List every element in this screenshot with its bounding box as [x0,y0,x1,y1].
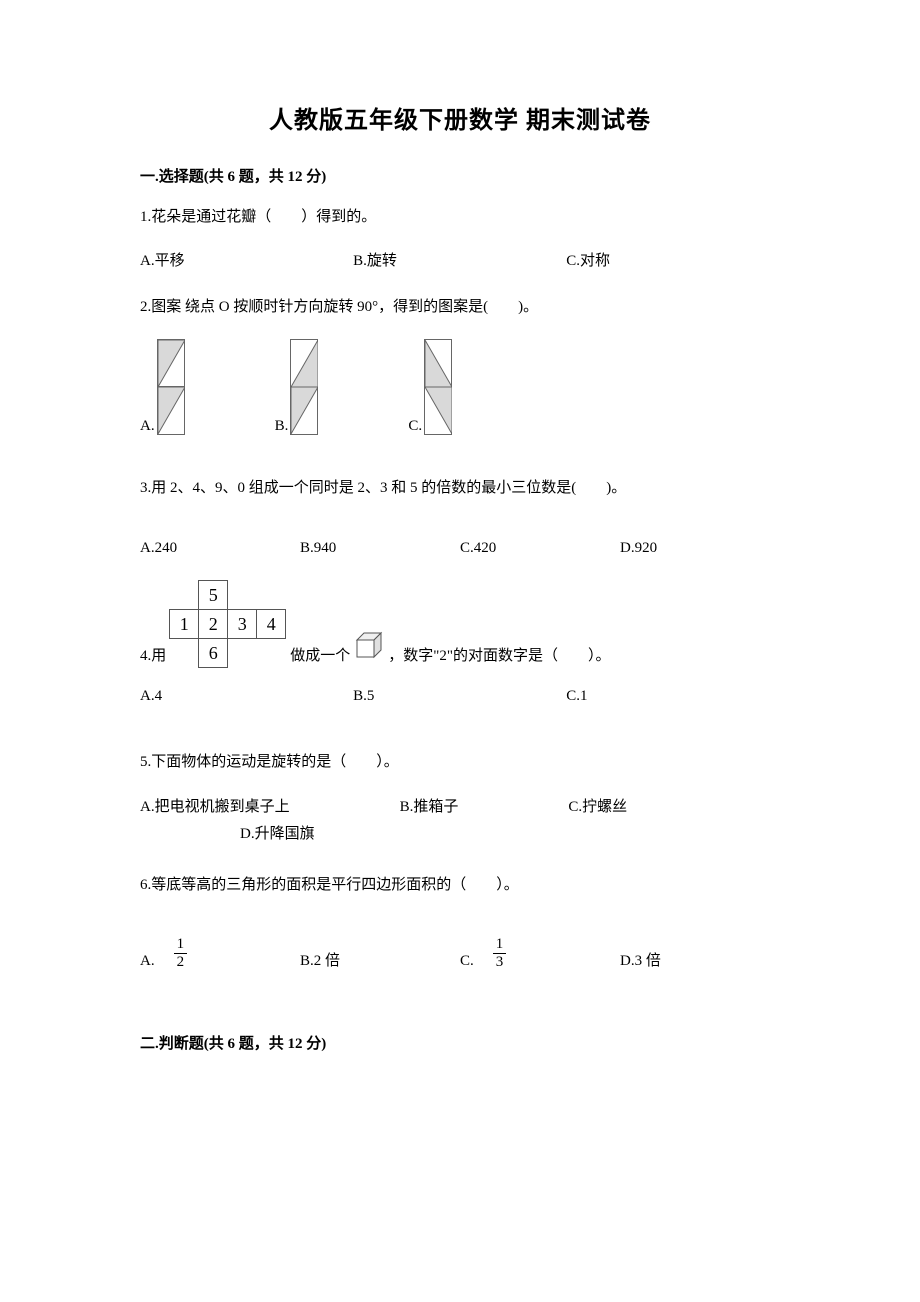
q5-options: A.把电视机搬到桌子上 B.推箱子 C.拧螺丝 D.升降国旗 [140,794,780,848]
q2-c-label: C. [408,418,422,435]
frac-den: 2 [174,953,188,970]
q2-a-figure [157,339,185,435]
q5-option-b: B.推箱子 [400,794,459,821]
q1-option-c: C.对称 [566,249,779,270]
q4-option-b: B.5 [353,688,566,705]
q2-text: 2.图案 绕点 O 按顺时针方向旋转 90°，得到的图案是( )。 [140,294,780,321]
q4-prefix: 4.用 [140,644,166,668]
fraction-icon: 1 3 [493,937,507,970]
q2-option-a: A. [140,339,185,435]
triangle-icon [291,340,318,387]
section-1-header: 一.选择题(共 6 题，共 12 分) [140,165,780,186]
q4-mid2: ，数字"2"的对面数字是（ ）。 [388,644,610,668]
net-cell-top: 5 [198,580,228,610]
cube-icon [354,630,384,668]
triangle-icon [291,387,318,434]
q1-text: 1.花朵是通过花瓣（ ）得到的。 [140,204,780,231]
net-cell-4: 4 [256,609,286,639]
q4-mid1: 做成一个 [290,644,350,668]
q4-option-a: A.4 [140,688,353,705]
frac-den: 3 [493,953,507,970]
q5-text: 5.下面物体的运动是旋转的是（ ）。 [140,749,780,776]
triangle-icon [158,387,185,434]
section-2-header: 二.判断题(共 6 题，共 12 分) [140,1032,780,1053]
q4-text: 4.用 5 1 2 3 4 6 做成一个 ，数字"2"的对面数字是（ ）。 [140,581,780,668]
q2-b-figure [290,339,318,435]
q2-options: A. B. [140,339,780,435]
cube-net-figure: 5 1 2 3 4 6 [170,581,286,668]
frac-num: 1 [174,937,188,953]
q3-option-d: D.920 [620,540,780,557]
net-cell-bottom: 6 [198,638,228,668]
q5-option-c: C.拧螺丝 [568,794,627,821]
q6-options: A. 1 2 B.2 倍 C. 1 3 D.3 倍 [140,937,780,970]
q5-option-d: D.升降国旗 [240,821,315,848]
q1-option-a: A.平移 [140,249,353,270]
q5-option-a: A.把电视机搬到桌子上 [140,794,290,821]
page-title: 人教版五年级下册数学 期末测试卷 [140,100,780,135]
q4-option-c: C.1 [566,688,779,705]
q3-text: 3.用 2、4、9、0 组成一个同时是 2、3 和 5 的倍数的最小三位数是( … [140,475,780,502]
q1-option-b: B.旋转 [353,249,566,270]
q2-c-figure [424,339,452,435]
q6-a-label: A. [140,949,170,970]
q6-option-d: D.3 倍 [620,937,780,970]
q1-options: A.平移 B.旋转 C.对称 [140,249,780,270]
q6-option-b: B.2 倍 [300,937,460,970]
net-cell-3: 3 [227,609,257,639]
q2-a-label: A. [140,418,155,435]
net-cell-1: 1 [169,609,199,639]
net-cell-2: 2 [198,609,228,639]
q6-option-a: A. 1 2 [140,937,300,970]
q4-options: A.4 B.5 C.1 [140,688,780,705]
fraction-icon: 1 2 [174,937,188,970]
q3-option-c: C.420 [460,540,620,557]
q6-c-label: C. [460,949,489,970]
q3-options: A.240 B.940 C.420 D.920 [140,540,780,557]
triangle-icon [425,387,452,434]
q3-option-b: B.940 [300,540,460,557]
triangle-icon [425,340,452,387]
q6-text: 6.等底等高的三角形的面积是平行四边形面积的（ ）。 [140,872,780,899]
q2-option-c: C. [408,339,452,435]
q3-option-a: A.240 [140,540,300,557]
frac-num: 1 [493,937,507,953]
triangle-icon [158,340,185,387]
q6-option-c: C. 1 3 [460,937,620,970]
q2-b-label: B. [275,418,289,435]
q2-option-b: B. [275,339,319,435]
